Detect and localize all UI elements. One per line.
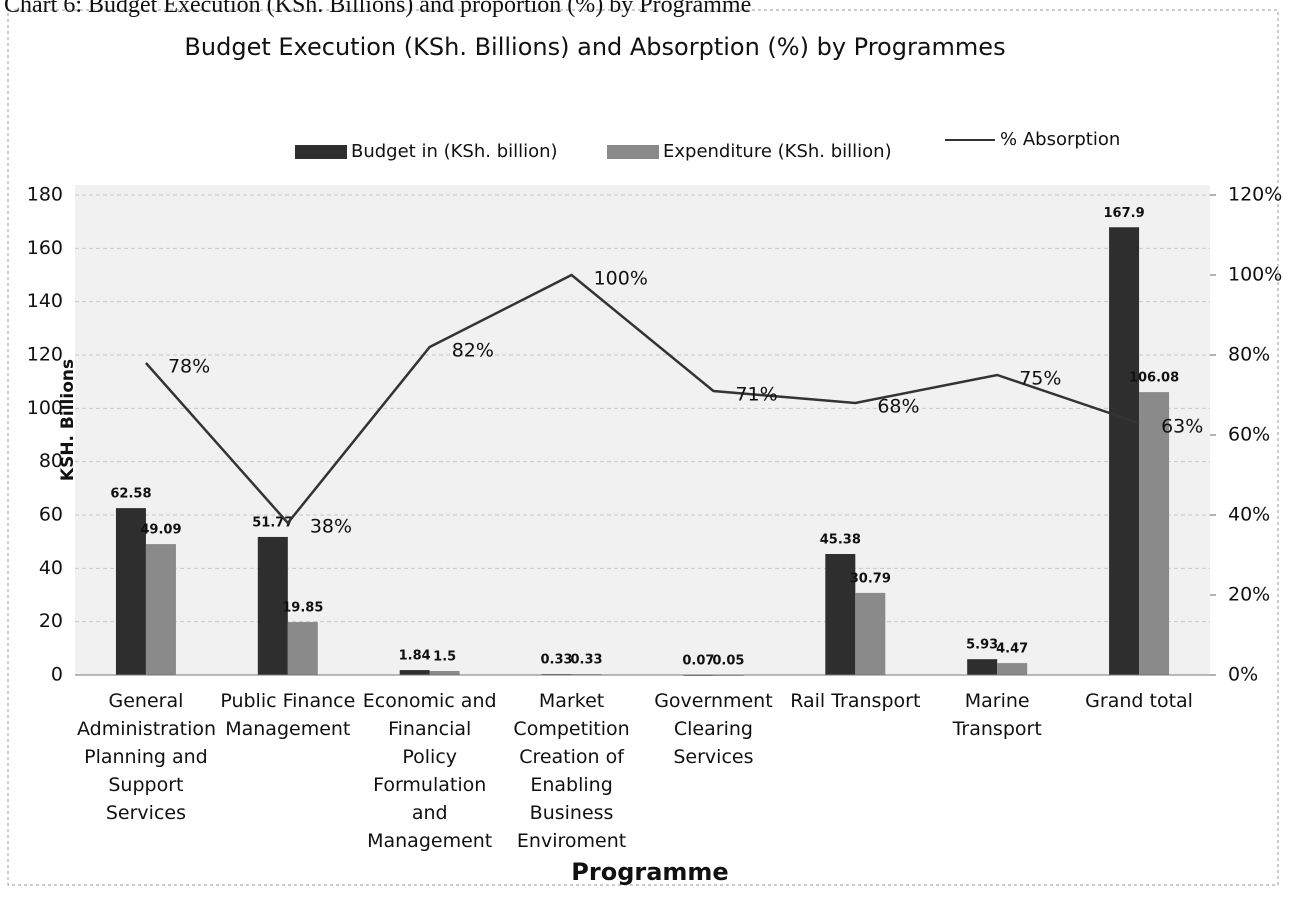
x-tick-label: General Administration Planning and Supp… xyxy=(77,690,217,824)
y-tick-label: 60 xyxy=(39,504,63,526)
y-tick-label: 100 xyxy=(27,397,63,419)
y-tick-label: 20 xyxy=(39,610,63,632)
legend-swatch xyxy=(607,145,659,159)
bar-value-label: 1.5 xyxy=(433,650,456,665)
bar-value-label: 106.08 xyxy=(1129,371,1179,386)
bar-value-label: 0.05 xyxy=(712,653,744,668)
bar xyxy=(1139,392,1170,675)
bar xyxy=(399,670,430,675)
plot-area xyxy=(75,185,1210,675)
y2-tick-label: 100% xyxy=(1228,264,1282,286)
legend-swatch xyxy=(295,145,347,159)
bar-value-label: 0.33 xyxy=(541,653,573,668)
chart-frame xyxy=(7,9,1279,886)
line-value-label: 68% xyxy=(877,396,919,418)
y2-tick-label: 40% xyxy=(1228,504,1270,526)
y2-tick-label: 20% xyxy=(1228,584,1270,606)
line-value-label: 75% xyxy=(1019,368,1061,390)
bar xyxy=(825,553,856,675)
chart-title: Budget Execution (KSh. Billions) and Abs… xyxy=(184,33,1005,61)
y-tick-label: 160 xyxy=(27,237,63,259)
y-tick-label: 120 xyxy=(27,344,63,366)
y-tick-label: 0 xyxy=(51,664,63,686)
line-value-label: 63% xyxy=(1161,416,1203,438)
bar-value-label: 1.84 xyxy=(399,649,431,664)
bar-value-label: 49.09 xyxy=(140,523,181,538)
x-tick-label: Grand total xyxy=(1085,690,1193,712)
bar-value-label: 0.33 xyxy=(571,653,603,668)
absorption-line xyxy=(145,273,1140,525)
bar-value-label: 5.93 xyxy=(966,638,998,653)
x-tick-label: Rail Transport xyxy=(790,690,921,712)
legend-label: % Absorption xyxy=(1000,129,1120,150)
bar xyxy=(855,592,886,675)
bar-value-label: 167.9 xyxy=(1104,206,1145,221)
x-tick-label: Economic and Financial Policy Formulatio… xyxy=(362,690,497,852)
bar xyxy=(429,671,460,675)
bar-value-label: 30.79 xyxy=(850,571,891,586)
line-value-label: 100% xyxy=(594,268,648,290)
x-tick-label: Public Finance Management xyxy=(220,690,356,740)
legend-label: Budget in (KSh. billion) xyxy=(351,141,558,162)
y2-tick-label: 120% xyxy=(1228,184,1282,206)
y-tick-label: 180 xyxy=(27,184,63,206)
line-value-label: 38% xyxy=(310,516,352,538)
y-tick-label: 80 xyxy=(39,450,63,472)
bar xyxy=(145,544,176,675)
y-axis-title: KSH. Billions xyxy=(58,359,78,481)
bar xyxy=(115,508,146,675)
bar-value-label: 0.07 xyxy=(682,653,714,668)
y-tick-label: 140 xyxy=(27,290,63,312)
y2-tick-label: 80% xyxy=(1228,344,1270,366)
y2-tick-label: 60% xyxy=(1228,424,1270,446)
legend-label: Expenditure (KSh. billion) xyxy=(663,141,892,162)
bar xyxy=(997,663,1028,675)
bar-value-label: 4.47 xyxy=(996,642,1028,657)
bar xyxy=(967,659,998,675)
y-tick-label: 40 xyxy=(39,557,63,579)
line-value-label: 82% xyxy=(452,340,494,362)
x-tick-label: Market Competition Creation of Enabling … xyxy=(513,690,630,852)
y2-tick-label: 0% xyxy=(1228,664,1258,686)
bar-value-label: 45.38 xyxy=(820,532,861,547)
bar xyxy=(1109,227,1140,675)
bar xyxy=(257,536,288,675)
caption: Chart 6: Budget Execution (KSh. Billions… xyxy=(4,0,752,18)
bar-value-label: 62.58 xyxy=(110,487,151,502)
x-tick-label: Government Clearing Services xyxy=(654,690,773,768)
line-value-label: 78% xyxy=(168,356,210,378)
bar xyxy=(287,622,318,675)
x-tick-label: Marine Transport xyxy=(952,690,1042,740)
line-value-label: 71% xyxy=(735,384,777,406)
x-axis-title: Programme xyxy=(571,858,728,886)
bar-value-label: 19.85 xyxy=(282,601,323,616)
